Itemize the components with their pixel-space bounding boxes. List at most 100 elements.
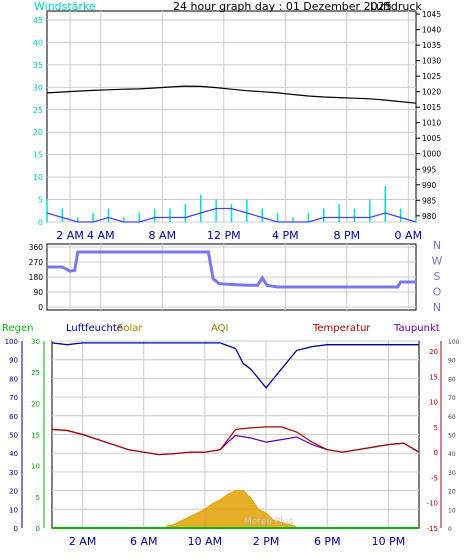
direction-degree-axis: 0 90 180 270 360 [29,243,44,312]
aqi-tick-label: 90 [448,358,456,365]
time-tick-label: 10 PM [372,535,406,548]
temperature-tick-label: -15 [427,525,438,533]
direction-tick-label: 270 [29,258,44,267]
pressure-tick-label: 1025 [422,72,441,81]
wind-tick-label: 30 [33,83,43,92]
humidity-tick-label: 40 [9,450,18,458]
temp-humidity-x-axis: 2 AM 6 AM 10 AM 2 PM 6 PM 10 PM [69,535,405,548]
wind-tick-label: 45 [33,16,43,25]
time-tick-label: 0 AM [395,229,423,242]
humidity-tick-label: 0 [14,525,18,533]
aqi-label: AQI [211,323,229,334]
regen-label: Regen [2,323,34,334]
wind-tick-label: 35 [33,61,43,70]
wind-tick-label: 0 [38,218,43,227]
pressure-tick-label: 995 [422,165,437,174]
wind-y-axis: 0 5 10 15 20 25 30 35 40 45 [33,16,43,227]
rain-tick-label: 5 [36,494,40,502]
wind-tick-label: 25 [33,106,43,115]
temp-humidity-axes: 0102030405060708090100051015202530-15-10… [5,338,460,533]
wind-direction-line [47,250,416,289]
humidity-line [51,342,419,389]
aqi-tick-label: 50 [448,433,456,440]
rain-tick-label: 25 [31,369,40,377]
rain-tick-label: 15 [31,432,40,440]
aqi-tick-label: 60 [448,414,456,421]
temperature-tick-label: 20 [429,348,438,356]
wind-pressure-marks [46,85,417,223]
wind-tick-label: 40 [33,38,43,47]
pressure-tick-label: 1035 [422,41,441,50]
pressure-tick-label: 1020 [422,88,441,97]
aqi-tick-label: 20 [448,489,456,496]
time-tick-label: 4 AM [87,229,115,242]
luftfeuchte-label: Luftfeuchte [66,323,123,334]
temp-humidity-panel: 0102030405060708090100051015202530-15-10… [2,323,460,548]
watermark: Meteo Plus [244,517,293,527]
aqi-tick-label: 70 [448,395,456,402]
pressure-tick-label: 1045 [422,10,441,19]
wind-tick-label: 20 [33,128,43,137]
pressure-tick-label: 1015 [422,103,441,112]
compass-label: N [433,239,441,252]
pressure-y-axis: 980 985 990 995 1000 1005 1010 1015 1020 1025 1030… [416,10,441,221]
temperature-tick-label: 0 [434,449,438,457]
solar-area [166,490,298,529]
rain-tick-label: 10 [31,463,40,471]
wind-pressure-x-axis: 2 AM 4 AM 8 AM 12 PM 4 PM 8 PM 0 AM [56,229,422,242]
pressure-tick-label: 1000 [422,150,441,159]
humidity-tick-label: 70 [9,394,18,402]
aqi-tick-label: 10 [448,507,456,514]
pressure-tick-label: 1010 [422,119,441,128]
wind-tick-label: 15 [33,151,43,160]
aqi-tick-label: 30 [448,470,456,477]
humidity-tick-label: 100 [5,338,18,346]
temp-humidity-marks [51,342,420,529]
temperature-tick-label: 5 [434,424,438,432]
time-tick-label: 2 AM [56,229,84,242]
time-tick-label: 10 AM [188,535,223,548]
humidity-tick-label: 20 [9,488,18,496]
graph-title: 24 hour graph day : 01 Dezember 2025 [173,0,392,13]
time-tick-label: 2 PM [253,535,280,548]
windstaerke-label: Windstärke [34,0,96,13]
pressure-line [46,85,417,104]
aqi-tick-label: 80 [448,376,456,383]
pressure-tick-label: 1030 [422,57,441,66]
direction-tick-label: 180 [29,273,44,282]
humidity-tick-label: 80 [9,375,18,383]
time-tick-label: 12 PM [207,229,241,242]
temperatur-label: Temperatur [312,323,371,334]
wind-direction-grid [47,244,416,310]
humidity-tick-label: 10 [9,506,18,514]
rain-tick-label: 20 [31,400,40,408]
pressure-tick-label: 990 [422,181,437,190]
temperature-tick-label: 15 [429,373,438,381]
direction-tick-label: 90 [33,288,43,297]
pressure-tick-label: 1040 [422,26,441,35]
direction-tick-label: 0 [38,303,43,312]
aqi-tick-label: 100 [448,339,460,346]
aqi-tick-label: 40 [448,451,456,458]
temperature-tick-label: -10 [427,500,438,508]
pressure-tick-label: 985 [422,196,437,205]
direction-tick-label: 360 [29,243,44,252]
compass-label: W [432,255,443,268]
time-tick-label: 8 PM [334,229,361,242]
compass-label: N [433,301,441,314]
pressure-tick-label: 1005 [422,134,441,143]
temperature-line [51,426,420,456]
wind-speed-line [46,207,417,223]
time-tick-label: 4 PM [272,229,299,242]
compass-label: S [434,270,441,283]
time-tick-label: 2 AM [69,535,97,548]
temperature-tick-label: -5 [431,474,438,482]
humidity-tick-label: 30 [9,469,18,477]
humidity-tick-label: 90 [9,357,18,365]
aqi-tick-label: 0 [448,526,452,533]
time-tick-label: 6 PM [314,535,341,548]
